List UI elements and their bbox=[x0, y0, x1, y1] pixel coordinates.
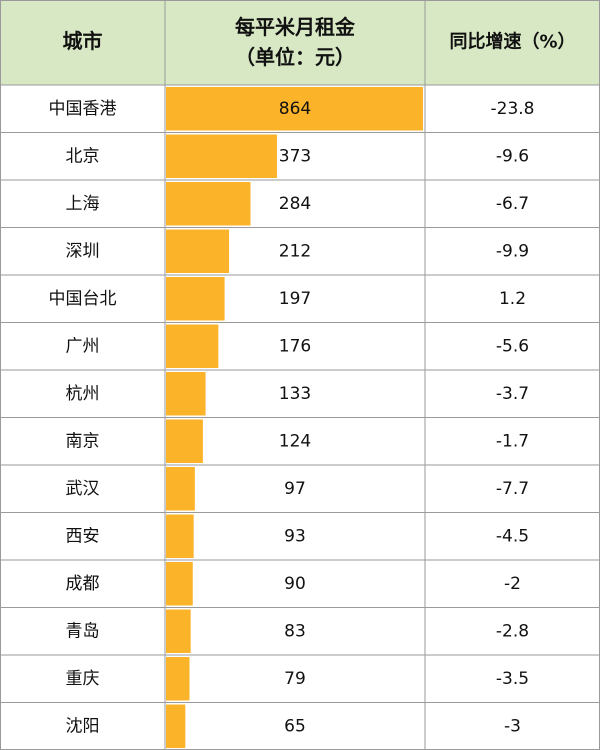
rent-cell: 176 bbox=[279, 336, 311, 356]
city-cell: 中国台北 bbox=[49, 289, 117, 309]
city-cell: 武汉 bbox=[66, 479, 100, 499]
city-cell: 深圳 bbox=[66, 241, 100, 261]
data-bar bbox=[166, 324, 219, 368]
city-cell: 青岛 bbox=[66, 621, 100, 641]
data-bar bbox=[166, 704, 186, 748]
rent-cell: 79 bbox=[284, 669, 306, 689]
data-bar bbox=[166, 514, 194, 558]
city-cell: 南京 bbox=[66, 431, 100, 451]
city-cell: 沈阳 bbox=[66, 716, 100, 736]
growth-cell: -4.5 bbox=[496, 526, 529, 546]
header-background bbox=[0, 0, 600, 85]
data-bar bbox=[166, 419, 203, 463]
growth-cell: -1.7 bbox=[496, 431, 529, 451]
rent-cell: 90 bbox=[284, 574, 306, 594]
growth-cell: -2 bbox=[504, 574, 521, 594]
growth-cell: -9.6 bbox=[496, 146, 529, 166]
rent-cell: 97 bbox=[284, 479, 306, 499]
growth-cell: -6.7 bbox=[496, 194, 529, 214]
rent-cell: 212 bbox=[279, 241, 311, 261]
rent-cell: 133 bbox=[279, 384, 311, 404]
growth-cell: -3 bbox=[504, 716, 521, 736]
city-cell: 广州 bbox=[66, 336, 100, 356]
rent-cell: 65 bbox=[284, 716, 306, 736]
rent-cell: 124 bbox=[279, 431, 311, 451]
rent-cell: 284 bbox=[279, 194, 311, 214]
data-bar bbox=[166, 229, 230, 273]
growth-cell: -2.8 bbox=[496, 621, 529, 641]
header-cell: 每平米月租金 bbox=[235, 15, 356, 39]
growth-cell: -23.8 bbox=[491, 99, 535, 119]
rent-cell: 93 bbox=[284, 526, 306, 546]
data-bar bbox=[166, 87, 423, 131]
data-bar bbox=[166, 182, 251, 226]
growth-cell: 1.2 bbox=[499, 289, 526, 309]
city-cell: 中国香港 bbox=[49, 99, 117, 119]
rent-cell: 373 bbox=[279, 146, 311, 166]
city-cell: 西安 bbox=[66, 526, 100, 546]
growth-cell: -9.9 bbox=[496, 241, 529, 261]
rent-cell: 864 bbox=[279, 99, 311, 119]
city-cell: 北京 bbox=[66, 146, 100, 166]
city-cell: 重庆 bbox=[66, 669, 100, 689]
data-bar bbox=[166, 609, 191, 653]
city-cell: 上海 bbox=[66, 194, 100, 214]
header-cell: 城市 bbox=[63, 29, 103, 53]
growth-cell: -5.6 bbox=[496, 336, 529, 356]
data-bar bbox=[166, 134, 277, 178]
rent-cell: 197 bbox=[279, 289, 311, 309]
header-cell: （单位：元） bbox=[235, 45, 355, 69]
city-cell: 杭州 bbox=[66, 384, 100, 404]
data-bar bbox=[166, 372, 206, 416]
data-bar bbox=[166, 277, 225, 321]
data-bar bbox=[166, 467, 195, 511]
data-bar bbox=[166, 562, 193, 606]
growth-cell: -3.7 bbox=[496, 384, 529, 404]
data-bar bbox=[166, 657, 190, 701]
city-cell: 成都 bbox=[66, 574, 100, 594]
header-cell: 同比增速（%） bbox=[449, 31, 575, 53]
growth-cell: -7.7 bbox=[496, 479, 529, 499]
growth-cell: -3.5 bbox=[496, 669, 529, 689]
rent-cell: 83 bbox=[284, 621, 306, 641]
